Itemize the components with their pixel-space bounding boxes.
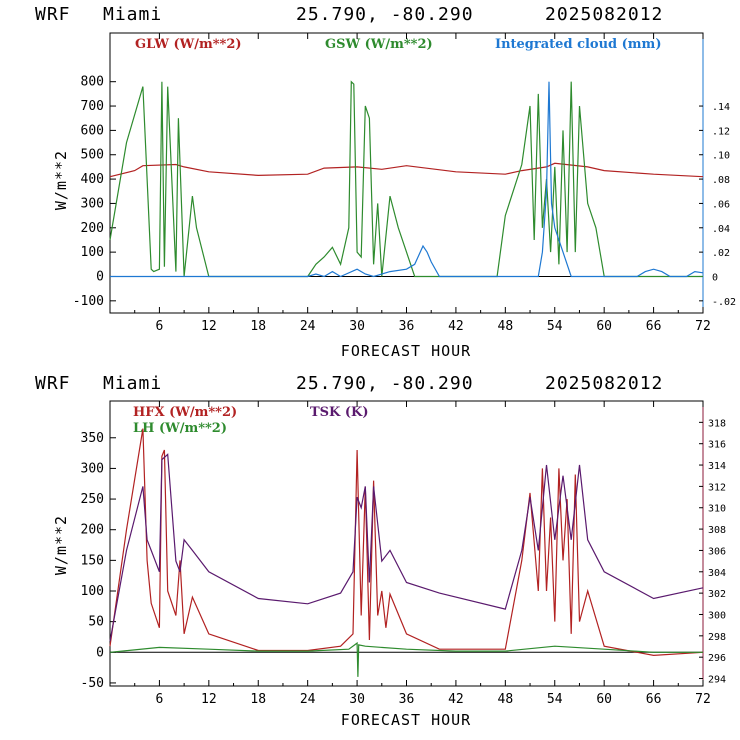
- panel-radiation: WRF Miami 25.790, -80.290 2025082012 GLW…: [35, 4, 736, 360]
- y2-tick-label: .14: [712, 102, 730, 113]
- x-tick-label: 36: [399, 319, 415, 334]
- y-tick-label: 800: [81, 75, 104, 90]
- y2-tick-label: 318: [708, 418, 726, 429]
- legend-cloud: Integrated cloud (mm): [495, 37, 661, 52]
- series-line-glw: [109, 162, 704, 178]
- legend-lh: LH (W/m**2): [133, 421, 227, 436]
- y-tick-label: 100: [81, 245, 104, 260]
- y-tick-label: 150: [81, 553, 104, 568]
- y-tick-label: 250: [81, 492, 104, 507]
- y2-tick-label: .04: [712, 224, 730, 235]
- x-axis-label: FORECAST HOUR: [341, 711, 471, 729]
- y2-tick-label: 316: [708, 440, 726, 451]
- y2-tick-label: 0: [712, 272, 718, 283]
- panel-fluxes: WRF Miami 25.790, -80.290 2025082012 HFX…: [35, 373, 726, 729]
- y-tick-label: 400: [81, 172, 104, 187]
- x-tick-label: 12: [201, 692, 217, 707]
- x-tick-label: 66: [646, 319, 662, 334]
- y-axis-ticks: -50 0 50 100 150 200 250 300 350: [81, 431, 703, 691]
- y2-tick-label: .06: [712, 199, 730, 210]
- header-coords: 25.790, -80.290: [296, 4, 474, 25]
- x-tick-label: 24: [300, 319, 316, 334]
- series-line-integrated: [110, 81, 704, 278]
- y2-tick-label: -.02: [712, 297, 736, 308]
- legend-tsk: TSK (K): [310, 405, 369, 420]
- y-tick-label: 350: [81, 431, 104, 446]
- x-axis-ticks: 6 12 18 24 30 36 42 48 54 60 66 72: [134, 401, 711, 707]
- x-tick-label: 36: [399, 692, 415, 707]
- header-model: WRF: [35, 373, 71, 394]
- y2-tick-label: 312: [708, 482, 726, 493]
- y-tick-label: 0: [96, 645, 104, 660]
- y-tick-label: 300: [81, 461, 104, 476]
- series-line-lh: [109, 641, 703, 677]
- y-tick-label: 200: [81, 221, 104, 236]
- y-tick-label: 300: [81, 196, 104, 211]
- x-tick-label: 18: [250, 692, 266, 707]
- x-tick-label: 42: [448, 319, 464, 334]
- x-tick-label: 42: [448, 692, 464, 707]
- x-tick-label: 12: [201, 319, 217, 334]
- y2-tick-label: .12: [712, 126, 730, 137]
- y2-tick-label: 304: [708, 568, 726, 579]
- y-tick-label: 700: [81, 99, 104, 114]
- y-tick-label: 50: [88, 615, 104, 630]
- y2-tick-label: 296: [708, 653, 726, 664]
- y2-tick-label: 300: [708, 610, 726, 621]
- x-tick-label: 60: [596, 319, 612, 334]
- x-tick-label: 48: [498, 692, 514, 707]
- x-tick-label: 72: [695, 692, 711, 707]
- y-tick-label: 100: [81, 584, 104, 599]
- y-tick-label: -50: [81, 676, 104, 691]
- y-axis-label: W/m**2: [52, 150, 70, 210]
- x-tick-label: 6: [156, 319, 164, 334]
- y2-tick-label: .10: [712, 151, 730, 162]
- y-tick-label: 500: [81, 148, 104, 163]
- x-tick-label: 18: [250, 319, 266, 334]
- series-line-hfx: [109, 428, 704, 657]
- x-tick-label: 72: [695, 319, 711, 334]
- header-model: WRF: [35, 4, 71, 25]
- y2-tick-label: 308: [708, 525, 726, 536]
- x-tick-label: 66: [646, 692, 662, 707]
- y2-tick-label: 310: [708, 504, 726, 515]
- series-line-tsk: [109, 453, 704, 642]
- x-axis-ticks: 6 12 18 24 30 36 42 48 54 60 66 72: [134, 33, 711, 334]
- y-axis-label: W/m**2: [52, 515, 70, 575]
- x-axis-label: FORECAST HOUR: [341, 342, 471, 360]
- header-city: Miami: [103, 4, 162, 25]
- y2-tick-label: 302: [708, 589, 726, 600]
- header-coords: 25.790, -80.290: [296, 373, 474, 394]
- y-tick-label: -100: [73, 294, 104, 309]
- legend-hfx: HFX (W/m**2): [133, 405, 237, 420]
- y2-tick-label: 314: [708, 461, 726, 472]
- y2-tick-label: 298: [708, 632, 726, 643]
- x-tick-label: 48: [498, 319, 514, 334]
- x-tick-label: 60: [596, 692, 612, 707]
- y2-axis-ticks: 294 296 298 300 302 304 306 308 310 312 314 316 318: [699, 418, 726, 686]
- x-tick-label: 54: [547, 319, 563, 334]
- y2-axis-ticks: -.02 0 .02 .04 .06 .08 .10 .12 .14: [699, 102, 736, 308]
- header-date: 2025082012: [545, 4, 663, 25]
- x-tick-label: 30: [349, 692, 365, 707]
- series-group: [109, 80, 704, 278]
- series-group: [109, 428, 704, 677]
- y-tick-label: 0: [96, 269, 104, 284]
- y2-tick-label: 294: [708, 675, 726, 686]
- y-tick-label: 200: [81, 523, 104, 538]
- legend-glw: GLW (W/m**2): [135, 37, 242, 52]
- y2-tick-label: 306: [708, 546, 726, 557]
- legend-gsw: GSW (W/m**2): [325, 37, 433, 52]
- x-tick-label: 6: [156, 692, 164, 707]
- x-tick-label: 24: [300, 692, 316, 707]
- y2-tick-label: .02: [712, 248, 730, 259]
- y2-tick-label: .08: [712, 175, 730, 186]
- x-tick-label: 54: [547, 692, 563, 707]
- header-date: 2025082012: [545, 373, 663, 394]
- y-tick-label: 600: [81, 123, 104, 138]
- x-tick-label: 30: [349, 319, 365, 334]
- header-city: Miami: [103, 373, 162, 394]
